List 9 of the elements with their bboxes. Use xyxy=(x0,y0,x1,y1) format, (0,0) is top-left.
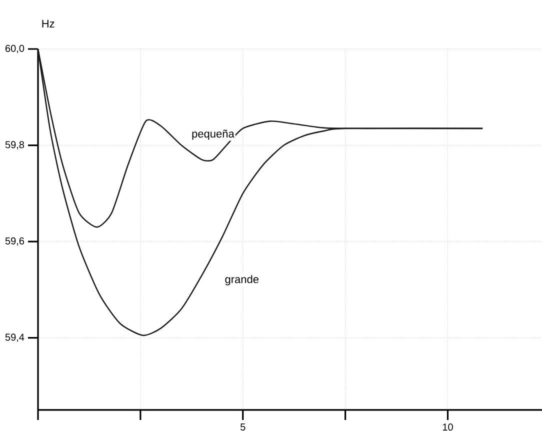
x-tick-label: 5 xyxy=(240,424,246,430)
y-tick-label: 60,0 xyxy=(6,44,24,54)
y-tick-label: 59,8 xyxy=(5,141,24,150)
y-tick-label: 59,6 xyxy=(5,237,24,246)
y-tick-label: 59,4 xyxy=(5,334,24,342)
x-tick-label: 10 xyxy=(442,424,453,431)
series-label: pequeña xyxy=(192,130,234,140)
series-label: grande xyxy=(225,275,259,286)
y-axis-title: Hz xyxy=(42,20,54,28)
